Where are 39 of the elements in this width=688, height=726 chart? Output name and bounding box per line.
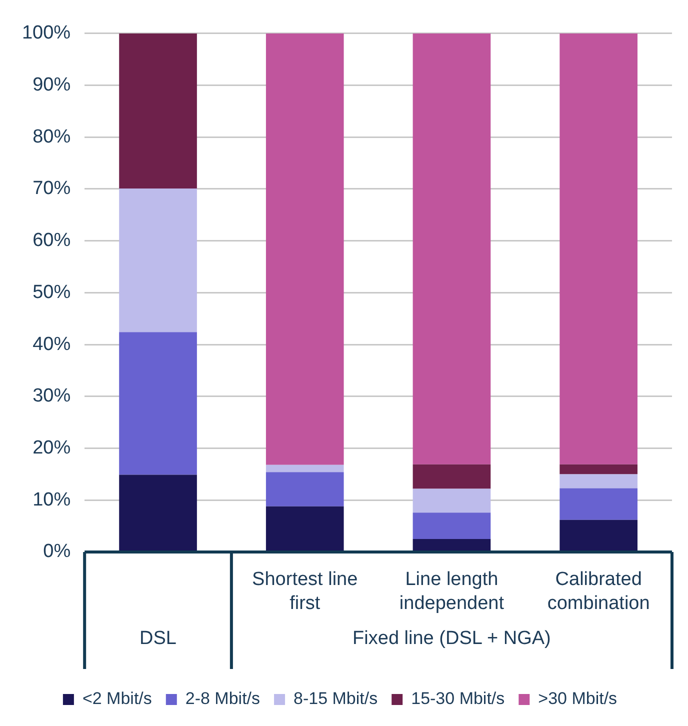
- legend-label: 8-15 Mbit/s: [294, 689, 378, 708]
- y-tick-label: 10%: [32, 489, 71, 510]
- bar: [560, 464, 638, 474]
- text: DSL: [140, 628, 177, 650]
- bar: [560, 488, 638, 520]
- bar: [412, 464, 491, 489]
- bar: [266, 506, 344, 552]
- text: Fixed line (DSL + NGA): [352, 628, 551, 650]
- bar: [412, 512, 491, 540]
- bar: [412, 33, 491, 464]
- y-tick-label: 20%: [32, 438, 71, 459]
- x-tick-label: Shortest line first: [252, 569, 358, 614]
- x-tick-label: Calibrated combination: [547, 569, 650, 614]
- y-tick-label: 70%: [32, 178, 71, 200]
- y-tick-label: 30%: [32, 386, 71, 407]
- bar: [412, 539, 491, 552]
- bar: [266, 33, 344, 465]
- bar: [119, 188, 197, 332]
- y-tick-label: 0%: [43, 541, 71, 562]
- bar: [266, 464, 344, 472]
- legend-label: 2-8 Mbit/s: [185, 689, 260, 708]
- legend-label: >30 Mbit/s: [538, 689, 618, 708]
- x-tick-label: Line length independent: [399, 569, 505, 614]
- y-tick-label: 80%: [32, 126, 71, 148]
- bar: [119, 33, 197, 188]
- y-tick-label: 40%: [32, 334, 71, 355]
- y-tick-label: 90%: [32, 74, 71, 96]
- legend-label: <2 Mbit/s: [82, 689, 152, 708]
- bar: [412, 488, 491, 513]
- y-tick-label: 50%: [32, 282, 71, 303]
- legend-label: 15-30 Mbit/s: [411, 689, 505, 708]
- bar: [560, 33, 638, 464]
- bar: [560, 520, 638, 552]
- y-tick-label: 60%: [32, 230, 71, 252]
- bar: [266, 472, 344, 506]
- bar: [560, 474, 638, 488]
- bar: [119, 474, 197, 552]
- y-tick-label: 100%: [22, 22, 71, 44]
- bar: [119, 332, 197, 475]
